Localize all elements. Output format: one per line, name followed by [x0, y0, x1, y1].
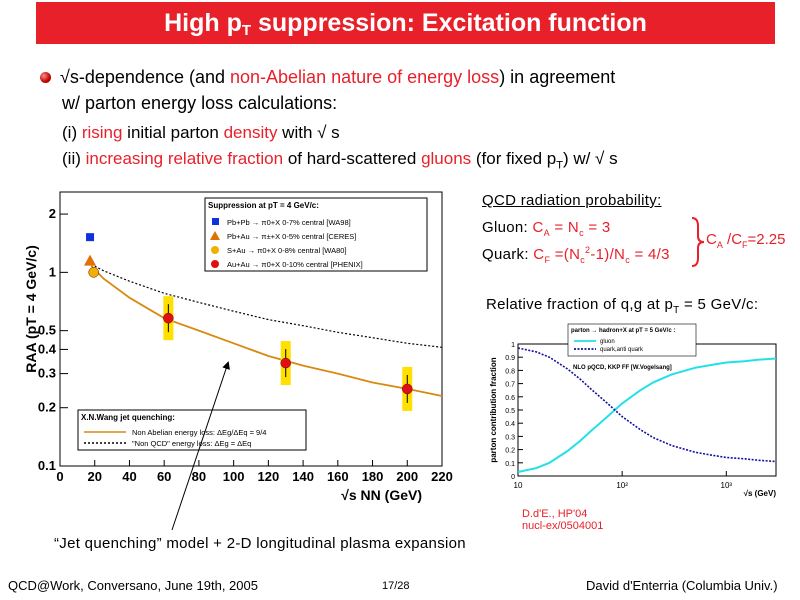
- y-tick-label: 0.6: [505, 395, 515, 402]
- x-tick-label: 180: [362, 469, 384, 484]
- y-tick-label: 2: [49, 206, 56, 221]
- raa-chart: 0 20 40 60 80 100 120 140 160 180 200 220 0.1 0.2 0.3 0…: [23, 191, 453, 503]
- y-tick-label: 1: [511, 342, 515, 349]
- x-tick-label: 100: [223, 469, 245, 484]
- data-point: [280, 357, 291, 369]
- legend-marker: [210, 231, 220, 240]
- x-tick-label: 40: [122, 469, 136, 484]
- fraction-curve-quark: [517, 347, 777, 463]
- y-tick-label: 0.4: [505, 421, 515, 428]
- data-point: [402, 383, 413, 395]
- y-tick-label: 0: [511, 474, 515, 481]
- gluon-line: Gluon: CA = Nc = 3: [482, 219, 611, 238]
- x-tick-label: 140: [292, 469, 314, 484]
- x-tick-label: 120: [258, 469, 280, 484]
- data-point: [84, 254, 97, 266]
- x-tick-label: 10: [514, 481, 523, 490]
- parton-fraction-chart: 0 0.1 0.2 0.3 0.4 0.5 0.6 0.7 0.8 0.9 1 10 10² 10³ √s …: [489, 323, 777, 498]
- legend-title: Suppression at pT = 4 GeV/c:: [208, 201, 319, 210]
- y-axis-label: RAA (pT = 4 GeV/c): [23, 245, 39, 372]
- reference-line-1: D.d'E., HP'04: [522, 508, 588, 520]
- item-ii: (ii) increasing relative fraction of har…: [62, 149, 618, 172]
- bullet-line-2: w/ parton energy loss calculations:: [62, 93, 338, 113]
- x-axis-label: √s (GeV): [744, 489, 777, 498]
- y-tick-label: 0.9: [505, 355, 515, 362]
- title-text: High p: [164, 9, 242, 37]
- legend-label: S+Au → π0+X 0-8% central [WA80]: [227, 246, 347, 255]
- fraction-curve-gluon: [517, 357, 777, 473]
- y-tick-label: 0.8: [505, 368, 515, 375]
- slide-title: High pT suppression: Excitation function: [36, 2, 775, 44]
- data-point: [86, 233, 95, 242]
- legend-marker: [212, 218, 219, 225]
- x-tick-label: 200: [396, 469, 418, 484]
- x-tick-label: 0: [56, 469, 63, 484]
- x-tick-label: 10²: [616, 481, 628, 490]
- bullet-line-1: √s-dependence (and non-Abelian nature of…: [60, 67, 616, 87]
- x-tick-label: 10³: [721, 481, 733, 490]
- theory-legend-label: "Non QCD" energy loss: ΔEg = ΔEq: [132, 439, 251, 448]
- legend-box: [204, 197, 428, 272]
- reference-line-2: nucl-ex/0504001: [522, 520, 604, 532]
- theory-legend-box: [77, 409, 307, 451]
- y-tick-label: 0.1: [38, 458, 56, 473]
- theory-legend-label: Non Abelian energy loss: ΔEg/ΔEq = 9/4: [132, 428, 266, 437]
- data-point: [163, 312, 174, 324]
- legend-label: Pb+Pb → π0+X 0-7% central [WA98]: [227, 218, 351, 227]
- y-tick-label: 0.3: [505, 434, 515, 441]
- quark-line: Quark: CF =(Nc2-1)/Nc = 4/3: [482, 245, 670, 265]
- footer-page-number: 17/28: [382, 580, 410, 592]
- y-tick-label: 0.3: [38, 366, 56, 381]
- title-rest: suppression: Excitation function: [251, 9, 647, 37]
- legend-label: quark,anti quark: [600, 347, 644, 353]
- x-tick-label: 60: [157, 469, 171, 484]
- legend-marker: [211, 246, 219, 254]
- y-tick-label: 0.2: [505, 448, 515, 455]
- theory-curve: [90, 265, 443, 397]
- plot-frame: [517, 343, 777, 477]
- y-tick-label: 0.4: [38, 341, 57, 356]
- y-tick-label: 1: [49, 264, 56, 279]
- x-tick-label: 220: [431, 469, 453, 484]
- legend-label: Pb+Au → π±+X 0-5% central [CERES]: [227, 232, 356, 241]
- legend-label: gluon: [600, 339, 615, 345]
- bullet-icon: [40, 72, 51, 83]
- legend-marker: [211, 260, 219, 268]
- legend-box: [567, 323, 697, 357]
- chart-annotation: NLO pQCD, KKP FF [W.Vogelsang]: [573, 365, 672, 371]
- y-tick-label: 0.7: [505, 382, 515, 389]
- title-subscript: T: [241, 22, 252, 39]
- fraction-caption: Relative fraction of q,g at pT = 5 GeV/c…: [486, 296, 759, 316]
- x-tick-label: 80: [192, 469, 206, 484]
- theory-curve: [91, 263, 443, 348]
- y-axis-label: parton contribution fraction: [489, 357, 498, 462]
- footer-conference: QCD@Work, Conversano, June 19th, 2005: [8, 578, 258, 593]
- x-axis-label: √s NN (GeV): [341, 487, 422, 503]
- y-tick-label: 0.2: [38, 400, 56, 415]
- color-factor-ratio: CA /CF=2.25: [706, 231, 786, 250]
- jet-quenching-caption: “Jet quenching” model + 2-D longitudinal…: [54, 535, 466, 552]
- y-tick-label: 0.1: [505, 461, 515, 468]
- x-tick-label: 160: [327, 469, 349, 484]
- footer-author: David d'Enterria (Columbia Univ.): [586, 578, 778, 593]
- theory-legend-title: X.N.Wang jet quenching:: [81, 413, 175, 422]
- pointer-arrow-icon: [171, 361, 230, 531]
- qcd-heading: QCD radiation probability:: [482, 192, 662, 209]
- legend-title: parton → hadron+X at pT = 5 GeV/c :: [571, 328, 675, 334]
- legend-label: Au+Au → π0+X 0-10% central [PHENIX]: [227, 260, 363, 269]
- x-tick-label: 20: [87, 469, 101, 484]
- y-tick-label: 0.5: [505, 408, 515, 415]
- data-point: [88, 267, 99, 278]
- item-i: (i) rising initial parton density with √…: [62, 123, 340, 142]
- brace-icon: [691, 217, 705, 267]
- y-tick-label: 0.5: [38, 323, 56, 338]
